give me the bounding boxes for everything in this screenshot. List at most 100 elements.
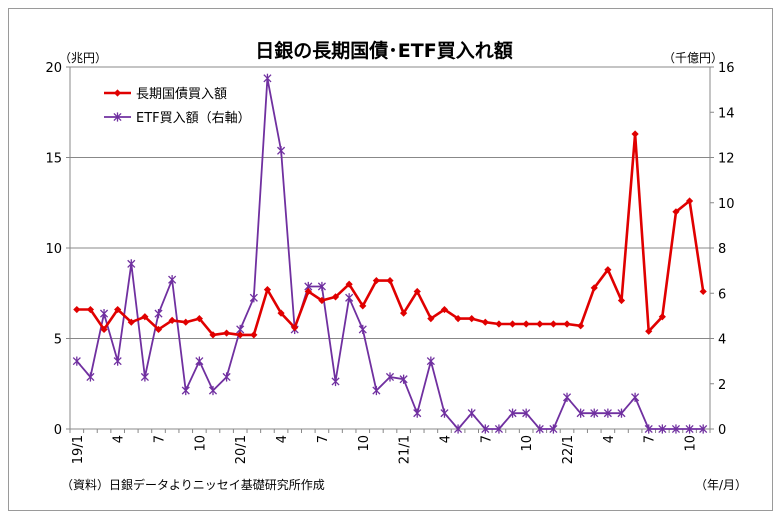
x-tick-label: 10 [357, 435, 372, 452]
x-tick-label: 4 [275, 435, 290, 443]
data-point [631, 130, 639, 138]
data-point [249, 293, 258, 303]
data-point [86, 305, 95, 314]
right-tick-label: 10 [718, 197, 735, 212]
data-point [644, 424, 653, 434]
data-point [413, 287, 421, 296]
data-point [590, 408, 599, 418]
right-tick-label: 14 [718, 106, 735, 121]
data-point [577, 322, 585, 330]
right-tick-label: 4 [718, 333, 726, 348]
left-tick-label: 0 [54, 423, 62, 438]
axes: 0 5 10 15 20 0 2 4 6 8 10 12 14 16 19/1 4 7 10 20/1 4 7 10 21/… [45, 61, 734, 464]
series-layer [72, 73, 708, 434]
left-axis-unit: （兆円） [59, 51, 107, 65]
x-tick-label: 10 [193, 435, 208, 452]
data-point [208, 385, 218, 396]
x-tick-label: 20/1 [234, 435, 249, 464]
x-tick-label: 10 [520, 435, 535, 452]
data-point [73, 305, 81, 314]
data-point [263, 286, 272, 294]
data-point [359, 302, 367, 310]
data-point [222, 329, 231, 337]
data-point [672, 208, 680, 216]
data-point [576, 408, 585, 418]
data-point [127, 259, 136, 269]
right-tick-label: 12 [718, 152, 735, 167]
data-point [209, 331, 217, 339]
data-point [427, 314, 435, 323]
data-point [508, 320, 517, 328]
data-point [562, 392, 572, 402]
data-point [440, 305, 449, 314]
data-point [563, 320, 571, 328]
x-tick-label: 7 [643, 435, 658, 443]
data-point [481, 318, 489, 326]
right-tick-label: 6 [718, 287, 726, 302]
data-point [658, 424, 667, 434]
series-line [76, 132, 705, 337]
data-point [127, 318, 135, 326]
data-point [114, 305, 122, 314]
data-point [168, 316, 176, 324]
data-point [195, 356, 204, 366]
data-point [250, 331, 258, 339]
data-point [699, 287, 707, 296]
data-point [549, 424, 558, 434]
series-jgb [73, 130, 707, 339]
data-point [603, 408, 612, 418]
data-point [358, 324, 367, 335]
data-point [386, 276, 394, 285]
x-tick-label: 7 [479, 435, 494, 443]
series-etf [72, 73, 708, 434]
left-tick-label: 10 [45, 242, 62, 257]
x-axis-unit: （年/月） [695, 478, 747, 492]
data-point [331, 293, 340, 301]
data-point [536, 320, 544, 328]
data-point [345, 293, 354, 303]
data-point [685, 424, 694, 434]
x-tick-label: 22/1 [561, 435, 576, 464]
line-chart: 日銀の長期国債･ETF買入れ額 （兆円） （千億円） （年/月） （資料）日銀デ… [45, 39, 747, 492]
data-point [99, 309, 109, 319]
x-tick-label: 4 [438, 435, 453, 443]
grid-lines [70, 66, 710, 339]
legend-entry-etf: ETF買入額（右軸） [104, 111, 251, 126]
legend-label: 長期国債買入額 [136, 87, 227, 102]
data-point [467, 408, 476, 418]
data-point [399, 374, 408, 384]
data-point [468, 314, 476, 323]
data-point [372, 385, 381, 396]
data-point [522, 408, 531, 418]
data-point [535, 424, 544, 434]
right-axis-unit: （千億円） [663, 51, 723, 65]
data-point [645, 327, 653, 335]
data-point [508, 408, 517, 418]
data-point [304, 287, 312, 296]
data-point [263, 73, 272, 83]
data-point [658, 313, 666, 321]
data-point [549, 320, 558, 328]
x-tick-label: 7 [153, 435, 168, 443]
x-tick-label: 4 [602, 435, 617, 443]
data-point [604, 266, 612, 274]
right-tick-label: 0 [718, 423, 726, 438]
left-tick-label: 5 [54, 333, 62, 348]
chart-frame: 日銀の長期国債･ETF買入れ額 （兆円） （千億円） （年/月） （資料）日銀デ… [8, 8, 773, 511]
chart-title: 日銀の長期国債･ETF買入れ額 [255, 39, 512, 62]
data-point [222, 372, 231, 382]
data-point [617, 296, 626, 305]
data-point [72, 356, 81, 366]
data-point [317, 281, 326, 292]
data-point [372, 276, 380, 285]
data-point [277, 309, 285, 317]
data-point [440, 408, 449, 418]
data-point [685, 197, 694, 205]
legend-label: ETF買入額（右軸） [136, 111, 251, 126]
data-point [617, 408, 626, 418]
left-tick-label: 15 [45, 152, 62, 167]
data-point [100, 325, 108, 334]
data-point [113, 356, 122, 366]
x-tick-label: 4 [112, 435, 127, 443]
data-point [154, 309, 163, 319]
